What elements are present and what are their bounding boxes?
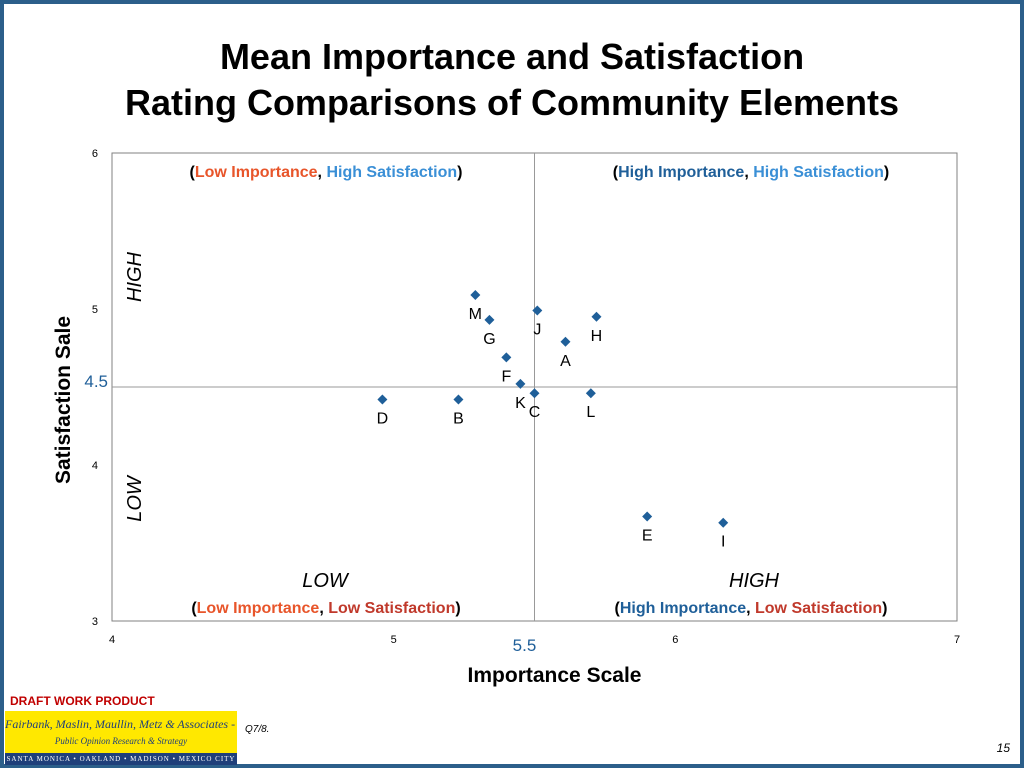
point-marker-I — [718, 517, 729, 528]
point-label-L: L — [586, 404, 595, 421]
logo-cities: SANTA MONICA • OAKLAND • MADISON • MEXIC… — [5, 753, 237, 765]
y-low-annotation: LOW — [124, 474, 146, 522]
point-marker-E — [642, 511, 653, 522]
point-label-B: B — [453, 410, 464, 427]
quadrant-label-bottom-left: (Low Importance, Low Satisfaction) — [191, 600, 460, 617]
point-marker-F — [501, 352, 512, 363]
title-line-2: Rating Comparisons of Community Elements — [124, 82, 900, 123]
y-tick-label: 5 — [92, 304, 98, 316]
point-label-I: I — [721, 534, 725, 551]
point-label-J: J — [533, 322, 541, 339]
slide-background — [4, 4, 1020, 764]
x-midline-value: 5.5 — [513, 636, 537, 655]
point-marker-L — [585, 388, 596, 399]
y-tick-label: 4 — [92, 460, 98, 472]
y-tick-label: 3 — [92, 616, 98, 628]
point-label-F: F — [501, 368, 511, 385]
point-label-K: K — [515, 395, 526, 412]
point-marker-C — [529, 388, 540, 399]
y-midline-value: 4.5 — [84, 372, 108, 391]
point-marker-H — [591, 311, 602, 322]
quadrant-label-bottom-right: (High Importance, Low Satisfaction) — [615, 600, 888, 617]
x-tick-label: 7 — [954, 634, 960, 646]
slide-title: Mean Importance and Satisfaction Rating … — [0, 34, 1024, 126]
point-label-H: H — [591, 328, 603, 345]
point-marker-A — [560, 336, 571, 347]
quadrant-label-top-right: (High Importance, High Satisfaction) — [613, 164, 889, 181]
logo-firm-name: Fairbank, Maslin, Maullin, Metz & Associ… — [5, 717, 237, 731]
y-high-annotation: HIGH — [124, 251, 146, 302]
point-marker-G — [484, 314, 495, 325]
firm-logo: Fairbank, Maslin, Maullin, Metz & Associ… — [5, 711, 237, 765]
page-number: 15 — [996, 741, 1010, 755]
point-label-A: A — [560, 353, 571, 370]
point-marker-J — [532, 305, 543, 316]
point-label-D: D — [377, 410, 389, 427]
point-label-E: E — [642, 527, 653, 544]
point-marker-K — [515, 378, 526, 389]
point-marker-M — [470, 289, 481, 300]
x-tick-label: 5 — [391, 634, 397, 646]
x-axis-title: Importance Scale — [468, 664, 642, 687]
point-marker-D — [377, 394, 388, 405]
point-label-G: G — [483, 331, 495, 348]
x-high-annotation: HIGH — [729, 570, 780, 592]
x-low-annotation: LOW — [302, 570, 350, 592]
quadrant-label-top-left: (Low Importance, High Satisfaction) — [190, 164, 463, 181]
title-line-1: Mean Importance and Satisfaction — [219, 36, 805, 77]
logo-tagline: Public Opinion Research & Strategy — [54, 736, 188, 746]
x-tick-label: 4 — [109, 634, 115, 646]
y-axis-title: Satisfaction Sale — [52, 316, 75, 484]
draft-label: DRAFT WORK PRODUCT — [10, 694, 155, 708]
point-label-M: M — [469, 306, 482, 323]
x-tick-label: 6 — [672, 634, 678, 646]
point-marker-B — [453, 394, 464, 405]
point-label-C: C — [529, 404, 541, 421]
y-tick-label: 6 — [92, 148, 98, 160]
footnote: Q7/8. — [245, 724, 270, 735]
